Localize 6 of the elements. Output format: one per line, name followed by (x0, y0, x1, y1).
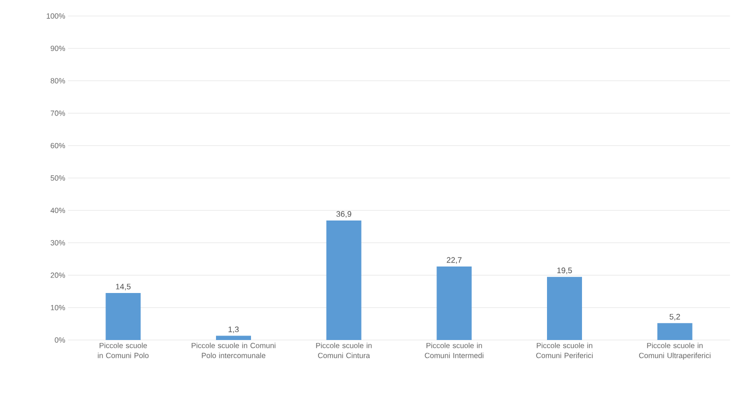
bar (106, 293, 141, 340)
bar (326, 220, 362, 340)
bar (547, 276, 582, 340)
bar (216, 336, 251, 340)
bar (657, 323, 692, 340)
bar (436, 266, 472, 340)
